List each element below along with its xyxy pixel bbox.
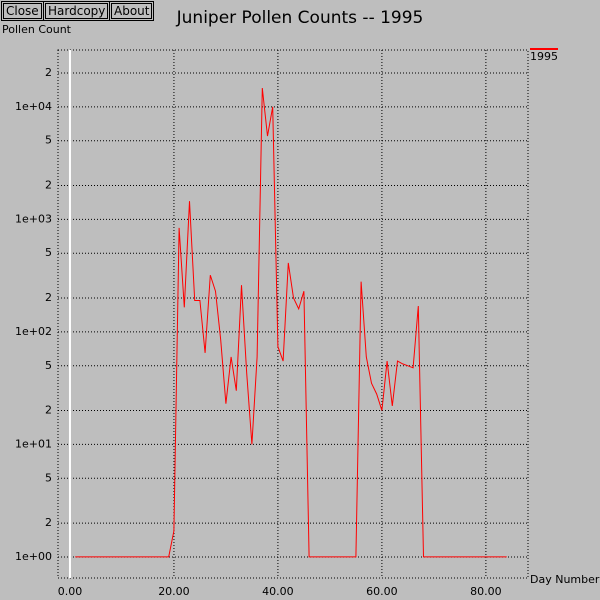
x-axis-label: Day Number — [530, 573, 600, 586]
y-axis-label: Pollen Count — [2, 23, 72, 36]
x-tick-label: 0.00 — [58, 585, 83, 598]
y-tick-label: 5 — [45, 246, 52, 259]
y-tick-label: 5 — [45, 359, 52, 372]
x-tick-label: 60.00 — [366, 585, 398, 598]
y-tick-label: 5 — [45, 134, 52, 147]
y-tick-label: 2 — [45, 291, 52, 304]
y-tick-label: 2 — [45, 178, 52, 191]
data-line — [75, 87, 507, 558]
y-tick-label: 1e+02 — [15, 325, 52, 338]
y-tick-label: 1e+00 — [15, 550, 52, 563]
x-tick-label: 40.00 — [262, 585, 294, 598]
plot-frame — [57, 49, 529, 579]
y-tick-label: 2 — [45, 66, 52, 79]
y-tick-label: 1e+03 — [15, 212, 52, 225]
hardcopy-button[interactable]: Hardcopy — [43, 1, 111, 21]
y-tick-label: 1e+04 — [15, 100, 52, 113]
y-tick-label: 2 — [45, 404, 52, 417]
x-tick-label: 80.00 — [470, 585, 502, 598]
chart-title: Juniper Pollen Counts -- 1995 — [176, 8, 424, 28]
x-tick-label: 20.00 — [158, 585, 190, 598]
y-tick-label: 2 — [45, 516, 52, 529]
about-button[interactable]: About — [109, 1, 155, 21]
y-tick-label: 1e+01 — [15, 437, 52, 450]
legend-label: 1995 — [530, 50, 558, 63]
y-tick-label: 5 — [45, 471, 52, 484]
